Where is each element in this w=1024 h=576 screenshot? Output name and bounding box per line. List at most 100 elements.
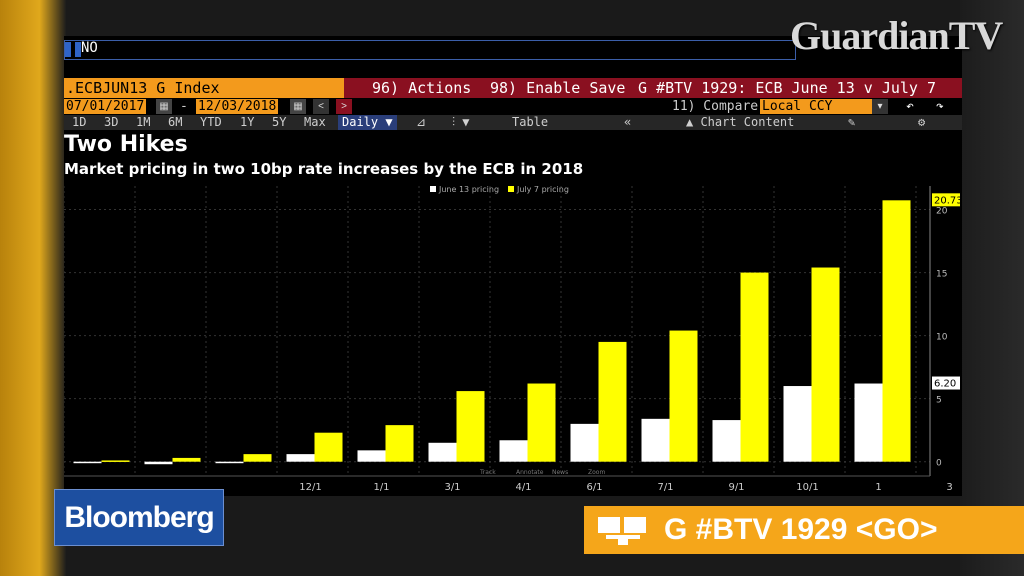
last-value-box [932, 376, 960, 390]
calendar-icon[interactable]: ▦ [290, 99, 306, 114]
undo-icon[interactable]: ↶ [906, 99, 914, 114]
start-date-field[interactable]: 07/01/2017 [64, 99, 147, 114]
chevron-left-icon[interactable]: < [313, 99, 329, 114]
mini-legend-label: News [552, 469, 568, 476]
x-tick-label: 10/1 [796, 482, 818, 493]
frequency-label: Daily [342, 115, 379, 129]
x-tick-label: 9/1 [728, 482, 744, 493]
collapse-icon[interactable]: « [624, 115, 632, 129]
studio-frame-left [0, 0, 66, 576]
bar-july7 [314, 432, 343, 462]
bar-july7 [669, 330, 698, 462]
bar-type-icon[interactable]: ⫶ ▼ [452, 115, 470, 129]
cursor-block [65, 42, 71, 57]
frequency-select[interactable]: Daily ▼ [338, 115, 397, 130]
bar-july7 [882, 200, 911, 462]
x-tick-label: 3/1 [444, 482, 460, 493]
x-tick-label: 4/1 [515, 482, 531, 493]
y-tick-label: 5 [936, 396, 942, 406]
period-1y[interactable]: 1Y [240, 115, 255, 129]
y-tick-label: 20 [936, 207, 948, 217]
bar-july7 [527, 383, 556, 462]
studio-frame-right [960, 0, 1024, 576]
bar-july7 [598, 341, 627, 462]
table-button[interactable]: Table [512, 115, 549, 129]
bar-june13 [73, 461, 102, 464]
cursor-block [75, 42, 81, 57]
period-max[interactable]: Max [304, 115, 326, 129]
mini-legend-label: Annotate [516, 469, 544, 476]
go-command-text: G #BTV 1929 <GO> [664, 513, 938, 546]
chevron-down-icon[interactable]: ▾ [872, 99, 888, 114]
bar-june13 [357, 450, 386, 462]
y-tick-label: 10 [936, 333, 948, 343]
edit-icon[interactable]: ✎ [848, 115, 856, 129]
chart-name: G #BTV 1929: ECB June 13 v July 7 [638, 79, 937, 97]
bar-june13 [144, 461, 173, 465]
mini-legend-label: Zoom [588, 469, 605, 476]
monitor-icon [598, 517, 646, 545]
bar-july7 [740, 272, 769, 462]
chart-subtitle: Market pricing in two 10bp rate increase… [64, 160, 584, 178]
x-tick-label: 1/1 [373, 482, 389, 493]
legend-label: June 13 pricing [438, 185, 499, 194]
x-tick-label: 7/1 [657, 482, 673, 493]
date-separator: - [180, 99, 188, 114]
bar-july7 [811, 267, 840, 462]
bar-july7 [172, 457, 201, 462]
x-tick-label: 6/1 [586, 482, 602, 493]
bloomberg-logo: Bloomberg [54, 489, 224, 546]
x-tick-label: 1 [875, 482, 881, 493]
bar-june13 [428, 442, 457, 462]
gear-icon[interactable]: ⚙ [918, 115, 926, 129]
last-value-label: 20.73 [934, 195, 960, 206]
bar-july7 [456, 391, 485, 462]
period-ytd[interactable]: YTD [200, 115, 222, 129]
bar-june13 [783, 386, 812, 462]
guardiantv-watermark: GuardianTV [790, 13, 1003, 58]
chevron-right-icon[interactable]: > [336, 99, 352, 114]
y-tick-label: 15 [936, 270, 947, 280]
line-chart-icon[interactable]: ⊿ [416, 115, 427, 129]
bar-july7 [243, 454, 272, 462]
bar-june13 [570, 423, 599, 462]
period-toolbar [64, 115, 962, 130]
bar-june13 [641, 418, 670, 462]
chart-content-label: Chart Content [700, 115, 795, 129]
bar-july7 [101, 460, 130, 462]
last-value-box [932, 193, 960, 207]
y-tick-label: 0 [936, 459, 942, 469]
redo-icon[interactable]: ↷ [936, 99, 944, 114]
enable-save-button[interactable]: 98) Enable Save [490, 79, 626, 97]
bar-june13 [499, 440, 528, 462]
legend-swatch [430, 186, 436, 192]
x-tick-label: 12/1 [299, 482, 321, 493]
compare-label[interactable]: 11) Compare [672, 99, 759, 114]
command-input[interactable]: NO [81, 40, 98, 56]
period-5y[interactable]: 5Y [272, 115, 287, 129]
command-line[interactable]: NO [64, 40, 796, 60]
currency-select[interactable]: Local CCY [760, 99, 874, 114]
bar-june13 [854, 383, 883, 462]
legend-swatch [508, 186, 514, 192]
chart-title: Two Hikes [64, 132, 188, 157]
date-range-bar [64, 98, 962, 115]
bar-july7 [385, 425, 414, 462]
last-value-label: 6.20 [934, 379, 956, 390]
legend-label: July 7 pricing [516, 185, 569, 194]
end-date-field[interactable]: 12/03/2018 [196, 99, 279, 114]
bar-june13 [286, 454, 315, 462]
studio-frame-top [66, 0, 960, 36]
actions-menu[interactable]: 96) Actions [372, 79, 472, 97]
chart-content-button[interactable]: ▲ Chart Content [686, 115, 795, 129]
bar-june13 [215, 461, 244, 464]
calendar-icon[interactable]: ▦ [156, 99, 172, 114]
go-banner [584, 506, 1024, 554]
period-3d[interactable]: 3D [104, 115, 119, 129]
period-6m[interactable]: 6M [168, 115, 183, 129]
bar-june13 [712, 420, 741, 462]
period-1m[interactable]: 1M [136, 115, 151, 129]
x-tick-label: 3 [946, 482, 952, 493]
security-ticker[interactable]: .ECBJUN13 G Index [64, 78, 344, 98]
period-1d[interactable]: 1D [72, 115, 87, 129]
